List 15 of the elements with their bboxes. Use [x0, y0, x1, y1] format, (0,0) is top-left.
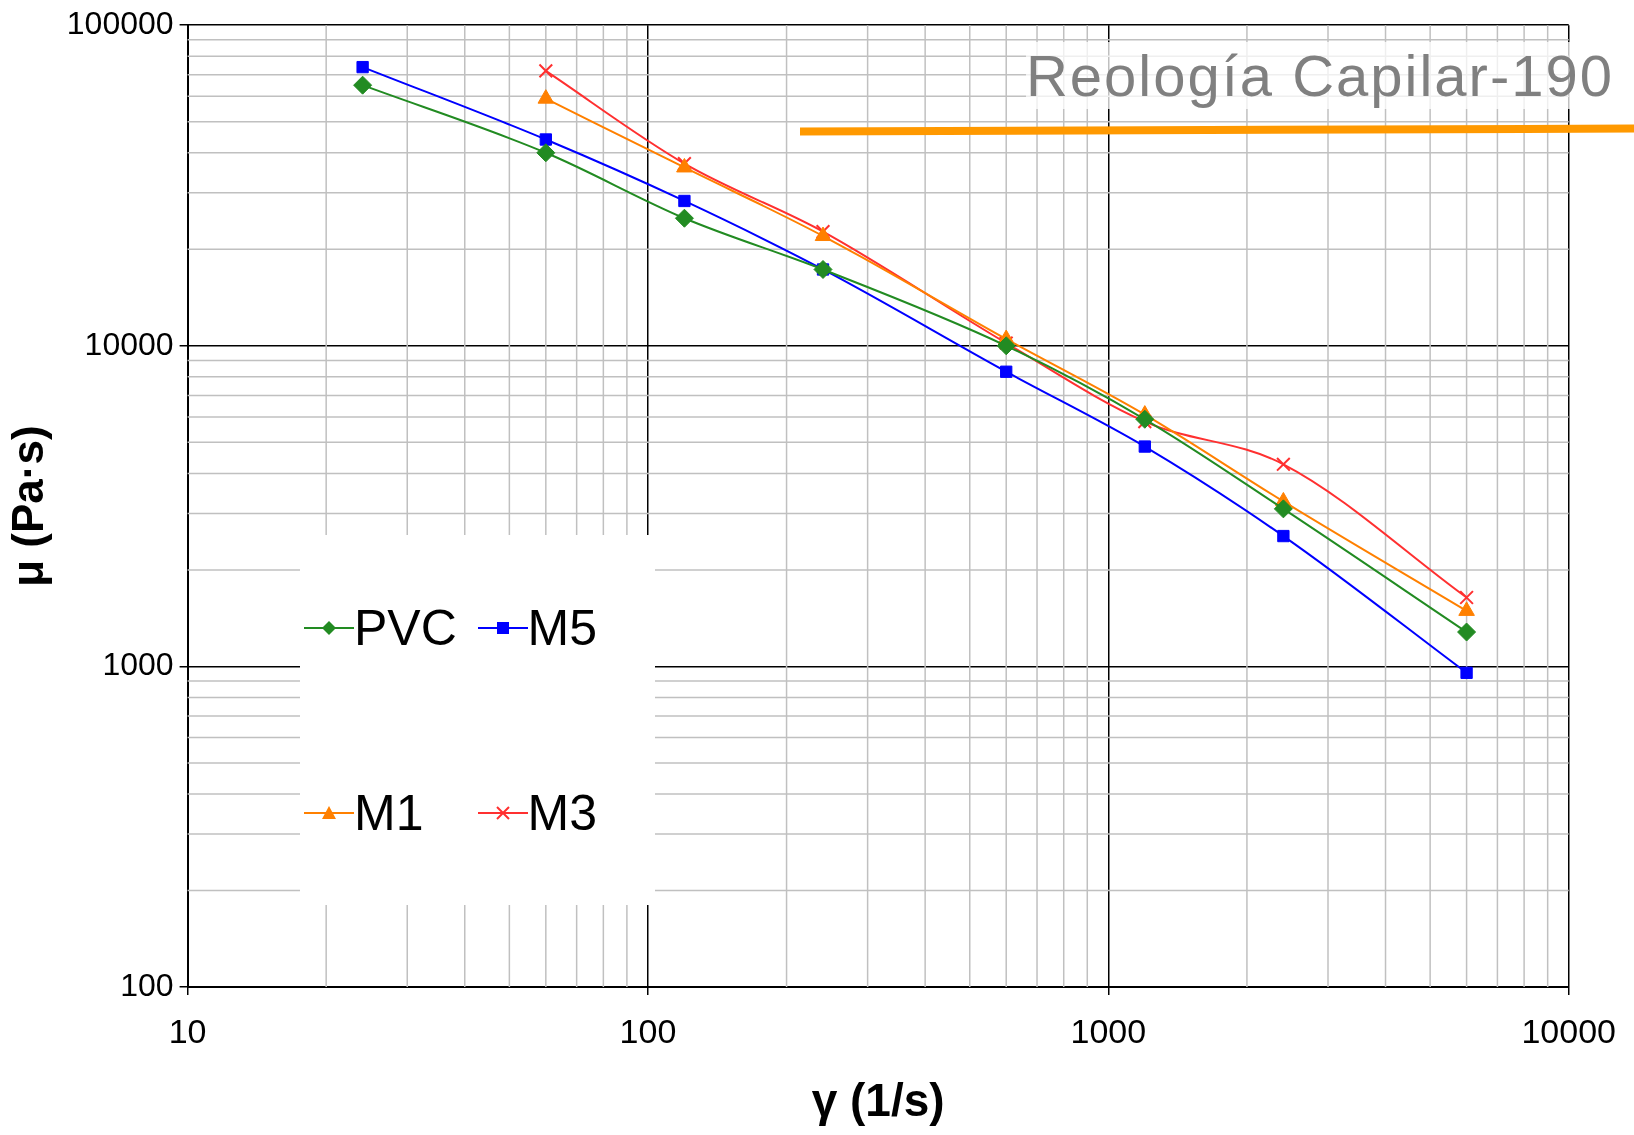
y-tick-label: 1000	[102, 646, 174, 683]
legend-label: M5	[527, 598, 597, 657]
x-tick-label: 100	[619, 1011, 677, 1050]
x-tick-label: 1000	[1070, 1011, 1147, 1050]
legend-label: M3	[527, 783, 597, 842]
y-tick-label: 10000	[84, 325, 174, 362]
chart-title: Reología Capilar-190	[1025, 42, 1614, 109]
x-tick-label: 10	[168, 1011, 207, 1050]
x-axis-title: γ (1/s)	[811, 1074, 945, 1127]
y-tick-label: 100000	[66, 5, 174, 42]
legend-label: PVC	[354, 598, 457, 657]
y-axis-title: μ (Pa·s)	[2, 425, 52, 587]
legend-label: M1	[354, 783, 424, 842]
x-tick-label: 10000	[1521, 1011, 1616, 1050]
y-tick-label: 100	[120, 966, 174, 1003]
